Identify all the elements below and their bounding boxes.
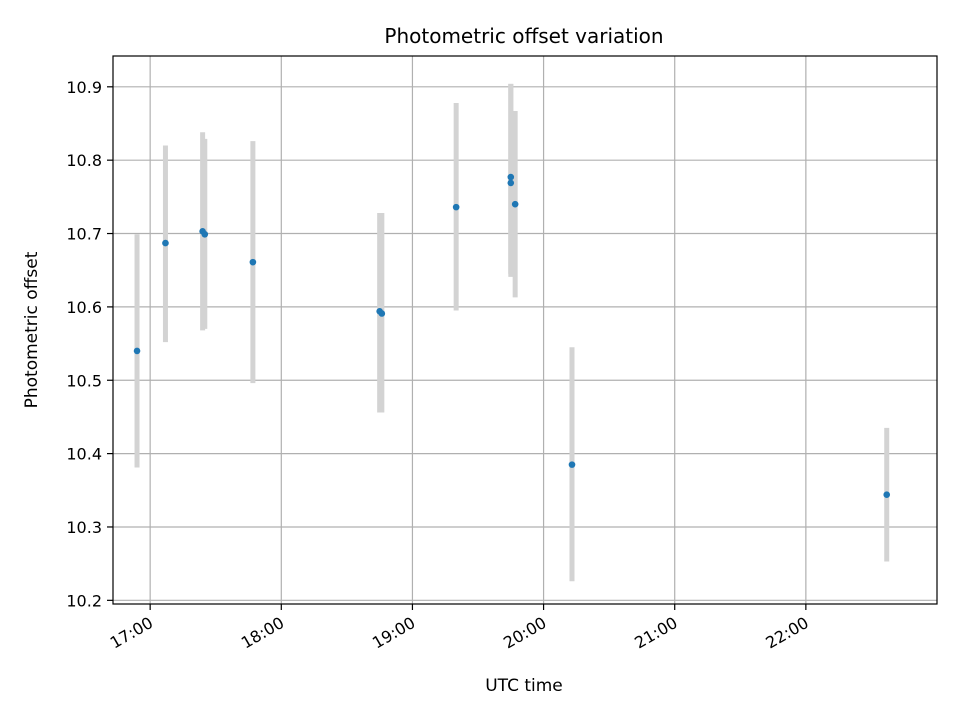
y-gridlines xyxy=(113,86,937,601)
x-axis-ticks: 17:00 18:00 19:00 20:00 21:00 22:00 xyxy=(107,604,812,653)
y-tick-label: 10.4 xyxy=(66,445,102,464)
x-tick-label: 19:00 xyxy=(369,613,418,653)
x-tick-label: 21:00 xyxy=(631,613,680,653)
x-tick-label: 18:00 xyxy=(238,613,287,653)
y-tick-label: 10.6 xyxy=(66,298,102,317)
x-axis-label: UTC time xyxy=(485,676,563,696)
data-point xyxy=(507,179,515,187)
data-point xyxy=(507,173,515,181)
plot-frame xyxy=(112,55,938,605)
data-point xyxy=(511,200,519,208)
y-axis-label: Photometric offset xyxy=(22,251,42,408)
chart-title: Photometric offset variation xyxy=(384,24,663,48)
y-tick-label: 10.5 xyxy=(66,371,102,390)
y-tick-label: 10.2 xyxy=(66,591,102,610)
data-point xyxy=(162,239,169,247)
data-point xyxy=(133,347,141,355)
x-tick-label: 20:00 xyxy=(500,613,549,653)
data-point xyxy=(452,203,460,211)
y-tick-label: 10.9 xyxy=(66,78,102,97)
x-tick-label: 22:00 xyxy=(762,613,811,653)
data-point xyxy=(249,258,257,266)
x-gridlines xyxy=(149,56,807,604)
y-tick-label: 10.8 xyxy=(66,151,102,170)
y-tick-label: 10.3 xyxy=(66,518,102,537)
data-point xyxy=(883,491,891,498)
error-bars xyxy=(134,83,890,582)
y-tick-label: 10.7 xyxy=(66,225,102,244)
data-points xyxy=(133,173,891,498)
x-tick-label: 17:00 xyxy=(107,613,156,653)
data-point xyxy=(568,461,576,468)
y-axis-ticks: 10.2 10.3 10.4 10.5 10.6 10.7 10.8 10.9 xyxy=(66,78,113,610)
data-point xyxy=(378,310,386,317)
data-point xyxy=(201,230,209,238)
